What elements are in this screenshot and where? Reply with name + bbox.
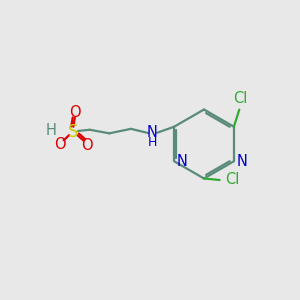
Text: N: N <box>176 154 188 169</box>
Text: N: N <box>147 125 158 140</box>
Text: O: O <box>54 137 66 152</box>
Text: H: H <box>45 123 56 138</box>
Text: O: O <box>82 139 93 154</box>
Text: Cl: Cl <box>225 172 239 188</box>
Text: N: N <box>236 154 247 169</box>
Text: O: O <box>69 105 81 120</box>
Text: S: S <box>68 123 79 141</box>
Text: Cl: Cl <box>234 91 248 106</box>
Text: H: H <box>148 136 157 149</box>
